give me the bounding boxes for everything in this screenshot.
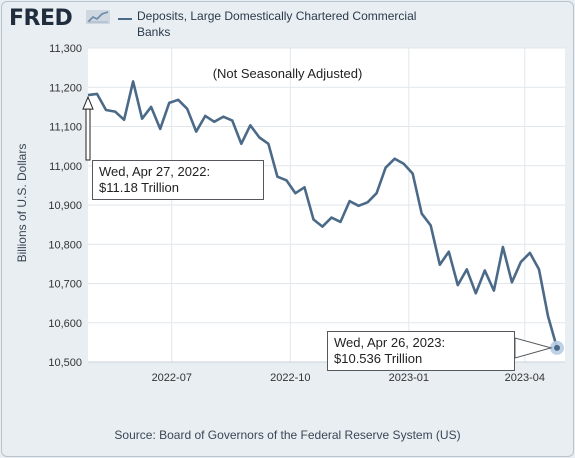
y-tick-label: 10,700 [48, 279, 82, 291]
y-tick-label: 11,300 [49, 43, 82, 55]
y-tick-label: 11,000 [49, 161, 82, 173]
start-callout: Wed, Apr 27, 2022: $11.18 Trillion [92, 160, 264, 200]
end-point-marker [554, 344, 560, 351]
end-callout: Wed, Apr 26, 2023: $10.536 Trillion [327, 331, 515, 371]
start-callout-value: $11.18 Trillion [99, 180, 179, 195]
y-tick-label: 10,900 [48, 200, 82, 212]
legend-series-label[interactable]: Deposits, Large Domestically Chartered C… [137, 9, 417, 39]
end-callout-value: $10.536 Trillion [334, 351, 423, 366]
x-tick-label: 2022-10 [270, 372, 310, 384]
fred-graph-icon [86, 10, 110, 24]
y-tick-label: 10,500 [48, 357, 82, 369]
x-tick-label: 2023-01 [389, 372, 429, 384]
fred-logo[interactable]: FRED [9, 6, 73, 31]
start-callout-date: Wed, Apr 27, 2022: [99, 164, 211, 179]
series-line [87, 80, 559, 349]
end-callout-date: Wed, Apr 26, 2023: [334, 335, 446, 350]
y-tick-label: 10,600 [48, 318, 82, 330]
y-tick-label: 10,800 [48, 239, 82, 251]
y-tick-label: 11,200 [49, 82, 82, 94]
seasonal-adjustment-note: (Not Seasonally Adjusted) [212, 66, 363, 81]
start-marker-shaft [85, 108, 91, 161]
end-callout-pointer [514, 337, 553, 359]
x-tick-label: 2022-07 [152, 372, 192, 384]
source-text: Source: Board of Governors of the Federa… [114, 428, 461, 442]
y-tick-label: 11,100 [49, 122, 82, 134]
x-tick-label: 2023-04 [505, 372, 545, 384]
legend-swatch [118, 18, 132, 20]
